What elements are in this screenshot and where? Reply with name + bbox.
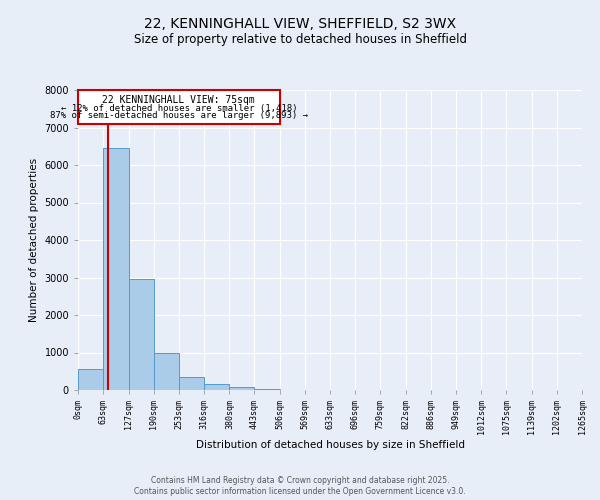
Bar <box>78 370 103 390</box>
Text: Contains public sector information licensed under the Open Government Licence v3: Contains public sector information licen… <box>134 488 466 496</box>
Text: Size of property relative to detached houses in Sheffield: Size of property relative to detached ho… <box>133 32 467 46</box>
X-axis label: Distribution of detached houses by size in Sheffield: Distribution of detached houses by size … <box>196 440 464 450</box>
Bar <box>229 387 254 390</box>
Text: ← 12% of detached houses are smaller (1,418): ← 12% of detached houses are smaller (1,… <box>61 104 297 113</box>
Bar <box>179 377 204 390</box>
Text: 22, KENNINGHALL VIEW, SHEFFIELD, S2 3WX: 22, KENNINGHALL VIEW, SHEFFIELD, S2 3WX <box>144 18 456 32</box>
Bar <box>103 148 128 390</box>
Y-axis label: Number of detached properties: Number of detached properties <box>29 158 39 322</box>
Text: 87% of semi-detached houses are larger (9,893) →: 87% of semi-detached houses are larger (… <box>50 112 308 120</box>
Bar <box>128 280 154 390</box>
Bar <box>154 352 179 390</box>
Bar <box>204 384 229 390</box>
Bar <box>254 388 280 390</box>
Text: 22 KENNINGHALL VIEW: 75sqm: 22 KENNINGHALL VIEW: 75sqm <box>103 95 255 105</box>
Bar <box>78 90 280 124</box>
Text: Contains HM Land Registry data © Crown copyright and database right 2025.: Contains HM Land Registry data © Crown c… <box>151 476 449 485</box>
